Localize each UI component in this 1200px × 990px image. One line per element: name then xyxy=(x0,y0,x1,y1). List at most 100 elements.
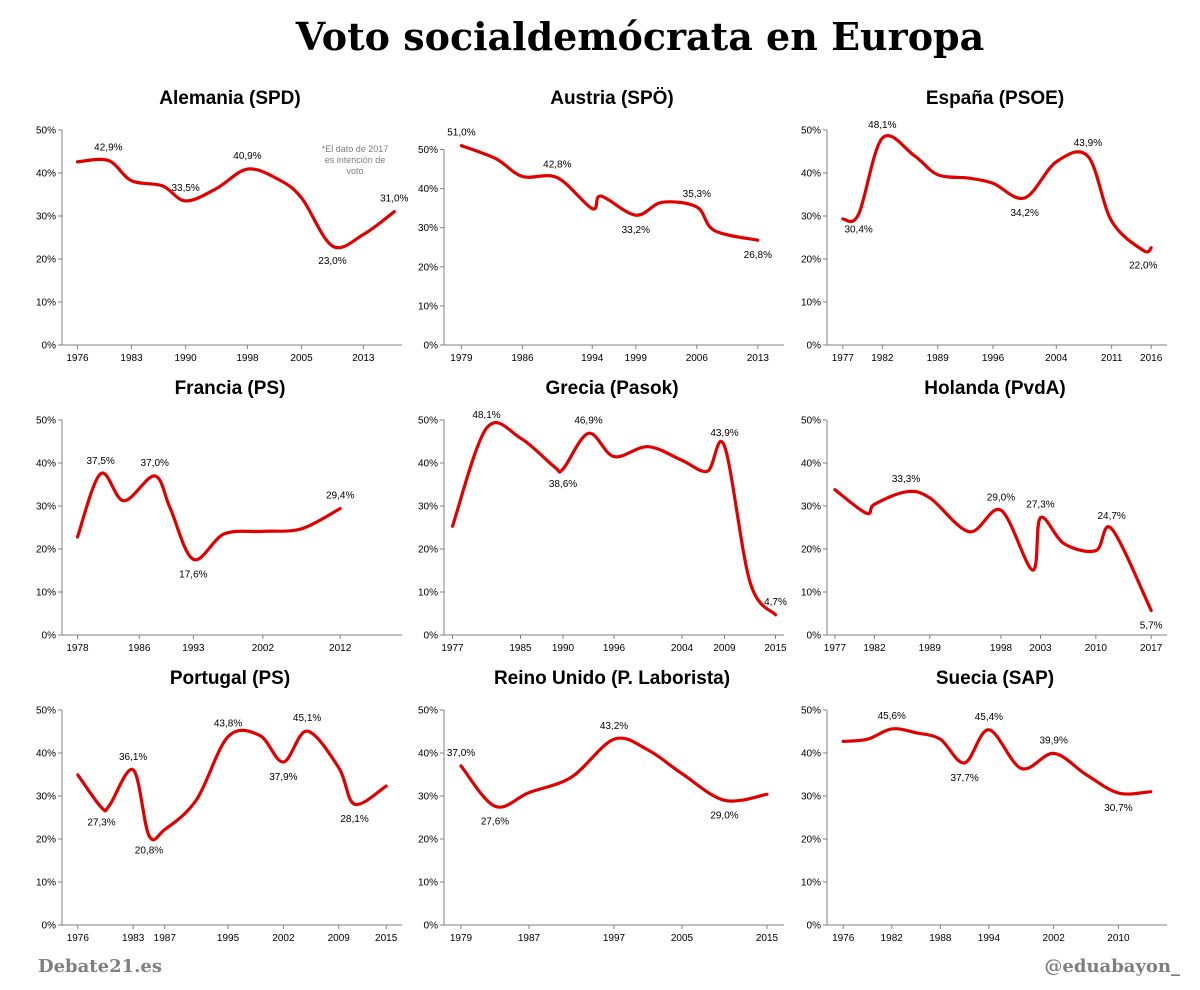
y-tick-label: 20% xyxy=(36,255,56,266)
x-tick-label: 1987 xyxy=(518,933,541,944)
series-line xyxy=(841,134,1153,254)
data-label: 27,6% xyxy=(481,816,509,827)
y-tick-label: 50% xyxy=(36,126,56,137)
y-tick-label: 30% xyxy=(801,792,821,803)
chart-plot: 0% 10% 20% 30% 40% 50% 1977 1982 1989 1998 2003 201… xyxy=(801,416,1167,654)
x-tick-label: 1976 xyxy=(66,353,89,364)
x-tick-label: 2015 xyxy=(756,933,779,944)
chart-title: Francia (PS) xyxy=(174,378,286,399)
y-tick-label: 0% xyxy=(42,921,57,932)
chart-note: *El dato de 2017 xyxy=(322,144,389,154)
footer-author: @eduabayon_ xyxy=(1044,956,1180,977)
y-tick-label: 30% xyxy=(36,502,56,513)
chart-plot: 0% 10% 20% 30% 40% 50% 1976 1982 1988 1994 2002 201… xyxy=(801,706,1167,944)
y-tick-label: 40% xyxy=(418,459,438,470)
x-tick-label: 1987 xyxy=(154,933,177,944)
y-tick-label: 20% xyxy=(801,835,821,846)
data-label: 45,4% xyxy=(975,712,1003,723)
y-tick-label: 50% xyxy=(801,416,821,427)
footer-source: Debate21.es xyxy=(38,956,162,977)
chart-title: Grecia (Pasok) xyxy=(545,378,679,399)
x-tick-label: 1986 xyxy=(511,353,534,364)
y-tick-label: 0% xyxy=(424,631,439,642)
x-tick-label: 2006 xyxy=(686,353,709,364)
y-tick-label: 10% xyxy=(418,301,438,312)
data-label: 48,1% xyxy=(472,410,500,421)
data-label: 51,0% xyxy=(447,128,475,139)
chart-title: Suecia (SAP) xyxy=(935,668,1055,689)
data-label: 30,4% xyxy=(844,224,872,235)
data-label: 23,0% xyxy=(318,256,346,267)
y-tick-label: 50% xyxy=(418,416,438,427)
page-title: Voto socialdemócrata en Europa xyxy=(295,14,985,59)
y-tick-label: 0% xyxy=(424,341,439,352)
x-tick-label: 2002 xyxy=(272,933,295,944)
x-tick-label: 2015 xyxy=(375,933,398,944)
series-line xyxy=(833,488,1153,613)
y-tick-label: 40% xyxy=(418,184,438,195)
chart-espana: España (PSOE) 0% 10% 20% 30% 40% 50% 1977 1982 1… xyxy=(795,88,1195,388)
data-label: 37,0% xyxy=(447,748,475,759)
chart-plot: 0% 10% 20% 30% 40% 50% 1978 1986 1993 2002 2012 37,… xyxy=(36,416,402,654)
data-label: 33,5% xyxy=(171,183,199,194)
data-label: 43,9% xyxy=(710,428,738,439)
chart-plot: 0% 10% 20% 30% 40% 50% 1979 1986 1994 1999 2006 201… xyxy=(418,128,784,364)
x-tick-label: 1982 xyxy=(871,353,894,364)
data-label: 37,9% xyxy=(269,772,297,783)
x-tick-label: 1982 xyxy=(881,933,904,944)
x-tick-label: 1994 xyxy=(581,353,604,364)
x-tick-label: 2005 xyxy=(671,933,694,944)
x-tick-label: 2013 xyxy=(352,353,375,364)
chart-plot: 0% 10% 20% 30% 40% 50% 1979 1987 1997 2005 2015 37,… xyxy=(418,706,784,944)
y-tick-label: 0% xyxy=(807,921,822,932)
chart-title: España (PSOE) xyxy=(925,88,1065,109)
x-tick-label: 2013 xyxy=(747,353,770,364)
y-tick-label: 10% xyxy=(36,588,56,599)
data-label: 37,7% xyxy=(950,773,978,784)
data-label: 31,0% xyxy=(380,194,408,205)
y-tick-label: 0% xyxy=(42,341,57,352)
data-label: 38,6% xyxy=(549,479,577,490)
x-tick-label: 1997 xyxy=(603,933,626,944)
chart-alemania: Alemania (SPD) 0% 10% 20% 30% 40% 50% 1976 1983… xyxy=(30,88,430,388)
y-tick-label: 50% xyxy=(801,706,821,717)
y-tick-label: 50% xyxy=(418,145,438,156)
data-label: 39,9% xyxy=(1039,735,1067,746)
y-tick-label: 0% xyxy=(424,921,439,932)
chart-title: Portugal (PS) xyxy=(169,668,291,689)
x-tick-label: 2010 xyxy=(1085,643,1108,654)
y-tick-label: 0% xyxy=(807,341,822,352)
x-tick-label: 2016 xyxy=(1140,353,1163,364)
x-tick-label: 1976 xyxy=(832,933,855,944)
x-tick-label: 1989 xyxy=(919,643,942,654)
data-label: 22,0% xyxy=(1129,260,1157,271)
y-tick-label: 30% xyxy=(801,502,821,513)
data-label: 43,2% xyxy=(600,721,628,732)
data-label: 43,9% xyxy=(1074,138,1102,149)
x-tick-label: 1978 xyxy=(66,643,89,654)
x-tick-label: 1979 xyxy=(450,933,473,944)
y-tick-label: 50% xyxy=(418,706,438,717)
series-line xyxy=(75,157,396,250)
chart-title: Holanda (PvdA) xyxy=(924,378,1066,399)
x-tick-label: 2009 xyxy=(328,933,351,944)
y-tick-label: 30% xyxy=(36,792,56,803)
y-tick-label: 20% xyxy=(36,545,56,556)
y-tick-label: 20% xyxy=(418,835,438,846)
chart-note: voto xyxy=(346,166,363,176)
y-tick-label: 40% xyxy=(36,459,56,470)
data-label: 29,0% xyxy=(710,810,738,821)
series-line xyxy=(459,144,760,242)
data-label: 43,8% xyxy=(214,719,242,730)
y-tick-label: 30% xyxy=(36,212,56,223)
data-label: 30,7% xyxy=(1104,803,1132,814)
y-tick-label: 40% xyxy=(418,749,438,760)
y-tick-label: 20% xyxy=(801,255,821,266)
x-tick-label: 1976 xyxy=(67,933,90,944)
chart-plot: 0% 10% 20% 30% 40% 50% 1976 1983 1990 1998 2005 201… xyxy=(36,126,409,365)
series-line xyxy=(76,728,388,842)
data-label: 45,6% xyxy=(878,711,906,722)
y-tick-label: 50% xyxy=(36,706,56,717)
data-label: 28,1% xyxy=(340,814,368,825)
y-tick-label: 10% xyxy=(418,878,438,889)
